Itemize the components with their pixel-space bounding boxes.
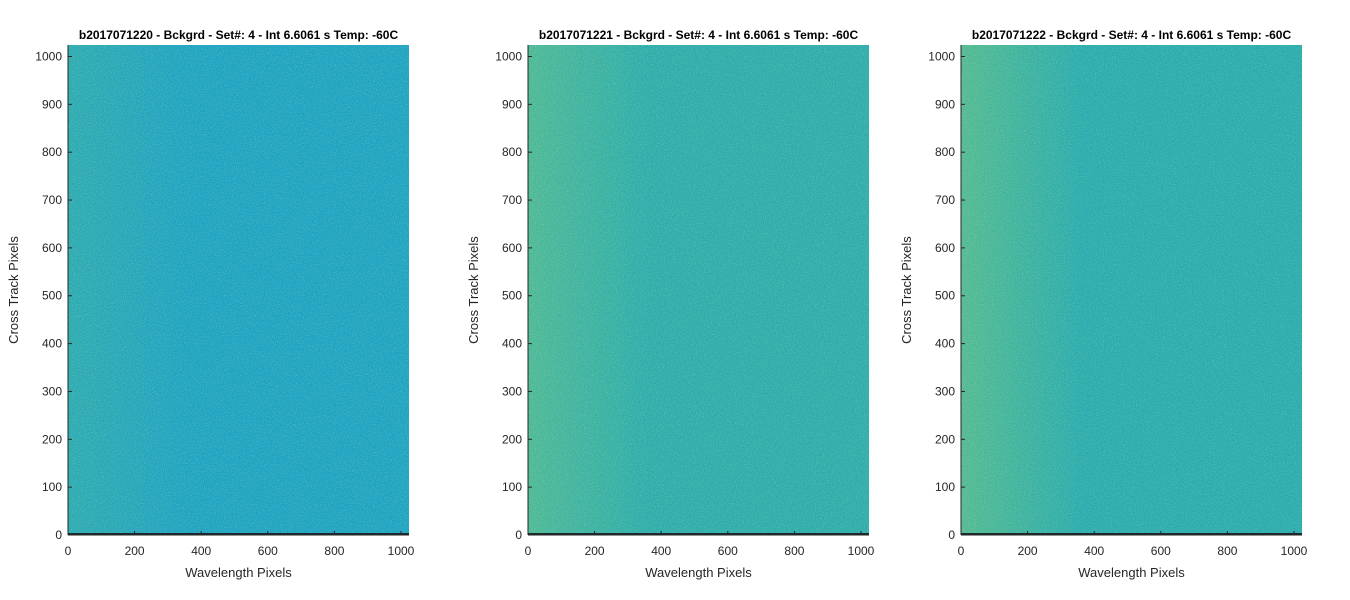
- y-tick-label: 200: [42, 432, 62, 446]
- heatmap-bottom-row: [528, 533, 869, 535]
- chart-title: b2017071221 - Bckgrd - Set#: 4 - Int 6.6…: [539, 28, 859, 42]
- y-tick-label: 1000: [35, 49, 62, 63]
- y-axis-label: Cross Track Pixels: [899, 236, 914, 344]
- y-tick-label: 500: [502, 289, 522, 303]
- x-tick-label: 800: [784, 544, 804, 558]
- y-tick-label: 0: [515, 528, 522, 542]
- y-tick-label: 100: [935, 480, 955, 494]
- y-tick-label: 700: [42, 193, 62, 207]
- x-axis-label: Wavelength Pixels: [185, 565, 292, 580]
- y-tick-label: 300: [502, 384, 522, 398]
- x-tick-label: 400: [191, 544, 211, 558]
- heatmap-bottom-row: [961, 533, 1302, 535]
- y-tick-label: 800: [502, 145, 522, 159]
- y-tick-label: 700: [502, 193, 522, 207]
- y-tick-label: 400: [42, 337, 62, 351]
- y-tick-label: 300: [42, 384, 62, 398]
- y-tick-label: 900: [502, 97, 522, 111]
- y-tick-label: 500: [935, 289, 955, 303]
- y-tick-label: 600: [935, 241, 955, 255]
- x-tick-label: 1000: [388, 544, 415, 558]
- y-tick-label: 400: [935, 337, 955, 351]
- heatmap-noise: [528, 45, 869, 535]
- heatmap-panel-3: 0 100 200 300 400 500 600 700 800 900 1000 0 200 400 6…: [899, 28, 1308, 580]
- x-tick-label: 1000: [848, 544, 875, 558]
- x-tick-label: 800: [1217, 544, 1237, 558]
- y-tick-label: 100: [502, 480, 522, 494]
- y-tick-label: 500: [42, 289, 62, 303]
- heatmap-bottom-row: [68, 533, 409, 535]
- y-tick-label: 600: [42, 241, 62, 255]
- chart-title: b2017071222 - Bckgrd - Set#: 4 - Int 6.6…: [972, 28, 1292, 42]
- y-tick-label: 100: [42, 480, 62, 494]
- heatmap-noise: [961, 45, 1302, 535]
- heatmap-panel-2: 0 100 200 300 400 500 600 700 800 900 1000 0 200 400 6…: [466, 28, 875, 580]
- x-tick-label: 400: [1084, 544, 1104, 558]
- y-tick-label: 0: [948, 528, 955, 542]
- y-tick-label: 900: [935, 97, 955, 111]
- chart-title: b2017071220 - Bckgrd - Set#: 4 - Int 6.6…: [79, 28, 399, 42]
- y-axis-label: Cross Track Pixels: [6, 236, 21, 344]
- y-tick-label: 700: [935, 193, 955, 207]
- y-tick-label: 1000: [495, 49, 522, 63]
- x-tick-label: 800: [324, 544, 344, 558]
- y-tick-label: 600: [502, 241, 522, 255]
- x-tick-label: 600: [718, 544, 738, 558]
- y-tick-label: 900: [42, 97, 62, 111]
- x-tick-label: 200: [1018, 544, 1038, 558]
- heatmap-panel-1: 0 100 200 300 400 500 600 700 800 900 1000 0 200 400 6…: [6, 28, 415, 580]
- x-tick-label: 1000: [1281, 544, 1308, 558]
- x-tick-label: 200: [125, 544, 145, 558]
- y-tick-label: 200: [935, 432, 955, 446]
- x-tick-label: 400: [651, 544, 671, 558]
- heatmap-noise: [68, 45, 409, 535]
- x-axis-label: Wavelength Pixels: [645, 565, 752, 580]
- x-tick-label: 600: [1151, 544, 1171, 558]
- x-tick-label: 0: [65, 544, 72, 558]
- y-tick-label: 800: [42, 145, 62, 159]
- x-tick-label: 0: [958, 544, 965, 558]
- y-tick-label: 400: [502, 337, 522, 351]
- x-tick-label: 200: [585, 544, 605, 558]
- y-axis-label: Cross Track Pixels: [466, 236, 481, 344]
- y-tick-label: 800: [935, 145, 955, 159]
- y-tick-label: 300: [935, 384, 955, 398]
- x-axis-label: Wavelength Pixels: [1078, 565, 1185, 580]
- x-tick-label: 600: [258, 544, 278, 558]
- x-tick-label: 0: [525, 544, 532, 558]
- y-tick-label: 1000: [928, 49, 955, 63]
- y-tick-label: 200: [502, 432, 522, 446]
- y-tick-label: 0: [55, 528, 62, 542]
